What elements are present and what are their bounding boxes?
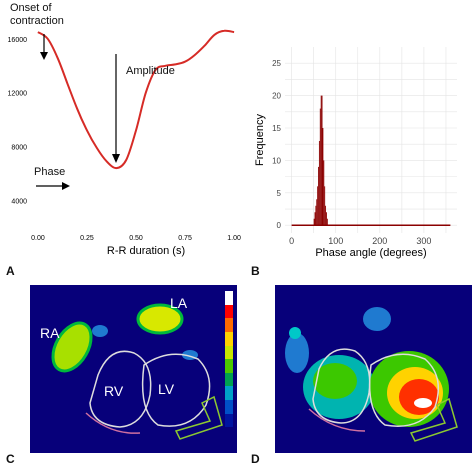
lv-outline xyxy=(141,353,211,427)
histogram-plot-area xyxy=(285,47,457,233)
phase-arrow-head xyxy=(62,182,70,190)
x-tick-label: 100 xyxy=(328,236,343,246)
histogram-bar xyxy=(324,186,326,226)
y-tick-label: 25 xyxy=(272,59,281,68)
phase-heatmap-graphic xyxy=(285,307,458,442)
histogram-bar xyxy=(318,166,319,226)
rv-outline xyxy=(312,348,371,424)
x-tick-label: 0 xyxy=(289,236,294,246)
y-tick-label: 5 xyxy=(277,189,282,198)
color-scale-segment xyxy=(225,291,233,305)
histogram-bar xyxy=(323,160,325,226)
onset-annotation: Onset of contraction xyxy=(10,2,64,27)
label-la: LA xyxy=(170,295,188,311)
ra-blob xyxy=(51,321,93,373)
panel-b-histogram: 0 100 200 300 0 5 10 15 20 25 Phase angle (degre… xyxy=(245,0,474,278)
x-axis-label: Phase angle (degrees) xyxy=(315,247,426,259)
lv-region-core xyxy=(414,398,432,408)
y-tick-label: 20 xyxy=(272,92,281,101)
color-scale-segment xyxy=(225,413,233,428)
blob-left xyxy=(285,333,309,373)
y-tick-label: 10 xyxy=(272,156,281,165)
color-scale-segment xyxy=(225,331,233,346)
panel-label-a: A xyxy=(6,264,15,278)
label-rv: RV xyxy=(104,383,124,399)
rv-region-inner xyxy=(313,363,357,399)
amplitude-heatmap: RA LA RV LV xyxy=(30,285,237,453)
y-tick-label: 0 xyxy=(277,221,282,230)
histogram-bar xyxy=(320,95,322,226)
lv-roi-outline xyxy=(409,397,458,442)
panel-label-b: B xyxy=(251,264,260,278)
small-blob-top xyxy=(92,325,108,337)
lv-outline xyxy=(368,353,440,427)
color-scale-segment xyxy=(225,400,233,414)
x-tick-label: 0.50 xyxy=(129,235,143,242)
histogram-bar xyxy=(326,218,328,226)
amplitude-annotation: Amplitude xyxy=(126,65,175,77)
phase-heatmap xyxy=(275,285,472,453)
label-ra: RA xyxy=(40,325,60,341)
histogram-bar xyxy=(325,205,327,226)
panel-c-amplitude-image: RA LA RV LV C xyxy=(0,280,245,474)
color-scale-segment xyxy=(225,372,233,387)
histogram-bar xyxy=(318,140,320,226)
blob-top xyxy=(363,307,391,331)
panel-label-d: D xyxy=(251,452,260,466)
lv-roi-outline xyxy=(174,395,223,440)
histogram-bar xyxy=(321,95,323,226)
x-tick-label: 200 xyxy=(372,236,387,246)
x-axis-label: R-R duration (s) xyxy=(107,245,185,257)
y-tick-label: 8000 xyxy=(11,145,27,152)
x-tick-label: 0.00 xyxy=(31,235,45,242)
x-tick-label: 0.75 xyxy=(178,235,192,242)
panel-label-c: C xyxy=(6,452,15,466)
label-lv: LV xyxy=(158,381,175,397)
phase-histogram-chart: 0 100 200 300 0 5 10 15 20 25 Phase angle (degre… xyxy=(254,47,457,259)
x-tick-label: 300 xyxy=(416,236,431,246)
x-tick-label: 0.25 xyxy=(80,235,94,242)
blob-small xyxy=(289,327,301,339)
panel-a-line-chart: 0.00 0.25 0.50 0.75 1.00 4000 8000 12000 16000 … xyxy=(0,0,245,278)
color-scale-segment xyxy=(225,359,233,373)
color-scale-bar xyxy=(225,291,233,441)
histogram-bar xyxy=(322,128,324,226)
color-scale-segment xyxy=(225,345,233,360)
amplitude-arrow-head xyxy=(112,154,120,163)
color-scale-segment xyxy=(225,427,233,441)
color-scale-segment xyxy=(225,304,233,319)
histogram-bar xyxy=(315,205,317,226)
histogram-bar xyxy=(313,218,315,226)
x-tick-label: 1.00 xyxy=(227,235,241,242)
y-tick-label: 15 xyxy=(272,124,281,133)
y-tick-label: 4000 xyxy=(11,198,27,205)
rv-roi-outline xyxy=(308,408,366,432)
panel-d-phase-image: D xyxy=(245,280,474,474)
rv-roi-outline xyxy=(85,412,141,434)
histogram-bar xyxy=(317,186,319,226)
y-axis-label: Frequency xyxy=(254,114,266,166)
rv-outline xyxy=(89,350,152,428)
histogram-bar xyxy=(314,212,316,226)
color-scale-segment xyxy=(225,386,233,400)
onset-arrow-head xyxy=(40,52,48,60)
la-blob xyxy=(136,303,184,335)
histogram-bar xyxy=(319,108,321,226)
y-tick-label: 16000 xyxy=(8,37,28,44)
y-tick-label: 12000 xyxy=(8,91,28,98)
time-activity-curve-line xyxy=(37,29,235,170)
time-activity-curve-chart: 0.00 0.25 0.50 0.75 1.00 400080001200016000 … xyxy=(8,29,241,257)
phase-annotation: Phase xyxy=(34,166,66,178)
amplitude-heatmap-graphic xyxy=(51,303,223,440)
histogram-bar xyxy=(326,212,327,226)
histogram-bar xyxy=(316,199,318,226)
color-scale-segment xyxy=(225,318,233,332)
